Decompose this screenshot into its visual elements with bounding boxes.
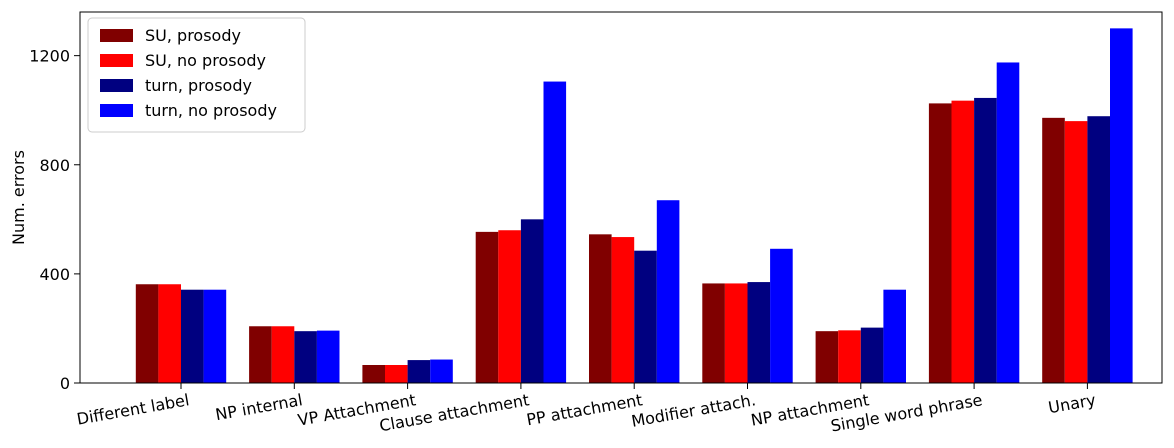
legend-box	[87, 17, 306, 133]
bar-0-3	[203, 289, 227, 383]
y-tick-label-3: 1200	[29, 47, 70, 66]
x-tick-label-4: PP attachment	[525, 390, 644, 429]
bar-6-1	[838, 330, 861, 383]
x-tick-label-5: Modifier attach.	[630, 390, 757, 431]
legend: SU, prosody SU, no prosody turn, prosody tu…	[87, 17, 306, 133]
bar-6-0	[815, 331, 839, 383]
bar-0-1	[158, 284, 181, 383]
legend-label-0: SU, prosody	[145, 26, 241, 45]
y-axis-title: Num. errors	[9, 150, 28, 245]
x-tick-label-8: Unary	[1047, 390, 1097, 417]
y-tick-label-0: 0	[60, 374, 70, 393]
bar-2-2	[407, 360, 431, 383]
x-tick-label-1: NP internal	[214, 390, 304, 424]
bar-4-0	[589, 234, 612, 383]
y-tick-label-1: 400	[39, 265, 70, 284]
bar-7-3	[996, 62, 1020, 383]
bar-3-3	[543, 81, 567, 383]
bar-1-0	[249, 326, 272, 383]
plot-border	[79, 11, 1163, 384]
bar-5-0	[702, 283, 725, 383]
bar-7-1	[951, 100, 975, 383]
bar-6-3	[883, 289, 906, 383]
bar-8-1	[1064, 121, 1088, 384]
y-axis: 0 400 800 1200	[29, 47, 80, 393]
bar-2-0	[362, 365, 385, 383]
bar-8-0	[1042, 117, 1065, 383]
bar-5-1	[724, 283, 748, 383]
bar-7-2	[974, 97, 997, 384]
bar-1-1	[271, 326, 295, 383]
bar-8-3	[1110, 28, 1133, 384]
bar-4-3	[656, 200, 680, 383]
bar-7-0	[928, 103, 952, 383]
bar-2-1	[385, 365, 408, 383]
bar-1-3	[316, 330, 340, 383]
bar-4-1	[611, 237, 635, 383]
bar-3-2	[520, 219, 544, 383]
bar-5-3	[770, 248, 793, 383]
legend-label-2: turn, prosody	[145, 76, 252, 95]
bar-5-2	[747, 282, 771, 383]
y-tick-label-2: 800	[39, 156, 70, 175]
legend-label-3: turn, no prosody	[145, 101, 277, 120]
bar-4-2	[634, 250, 657, 383]
legend-swatch-1	[100, 54, 133, 67]
bar-0-2	[181, 289, 204, 383]
bar-6-2	[860, 327, 884, 383]
bar-3-1	[498, 230, 521, 383]
plot-frame	[79, 11, 1163, 384]
bar-0-0	[135, 284, 159, 383]
bar-1-2	[294, 331, 317, 383]
bar-8-2	[1087, 116, 1110, 384]
bars-layer	[135, 28, 1133, 384]
bar-2-3	[430, 359, 453, 383]
legend-label-1: SU, no prosody	[145, 51, 266, 70]
bar-3-0	[475, 231, 499, 383]
x-tick-label-0: Different label	[75, 390, 190, 428]
legend-swatch-0	[100, 29, 133, 42]
legend-swatch-3	[100, 104, 133, 117]
legend-swatch-2	[100, 79, 133, 92]
